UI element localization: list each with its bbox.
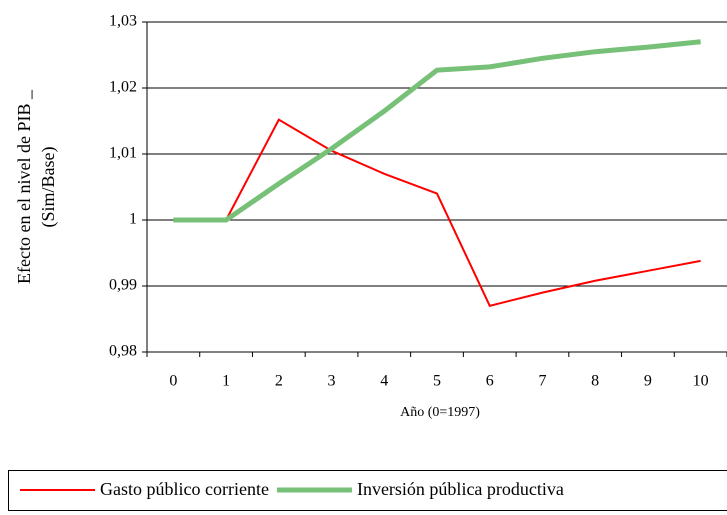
line-series <box>173 39 701 223</box>
x-tick-label: 6 <box>486 373 494 390</box>
x-tick-label: 5 <box>433 373 441 390</box>
y-axis-title: Efecto en el nivel de PIB _ <box>14 89 34 284</box>
x-tick-label: 4 <box>380 373 388 390</box>
y-tick-label: 1,02 <box>109 79 137 96</box>
y-tick-label: 1 <box>129 211 137 228</box>
y-tick-label: 0,99 <box>109 277 137 294</box>
x-tick-label: 7 <box>538 373 546 390</box>
x-tick-label: 1 <box>222 373 230 390</box>
y-tick-label: 1,03 <box>109 13 137 30</box>
x-tick-label: 9 <box>644 373 652 390</box>
x-axis-title: Año (0=1997) <box>400 405 480 420</box>
y-axis-title: (Sim/Base) <box>38 147 59 228</box>
legend-label: Gasto público corriente <box>100 479 269 499</box>
line-series <box>173 118 701 307</box>
x-tick-label: 10 <box>693 373 709 390</box>
x-tick-label: 3 <box>328 373 336 390</box>
legend-label: Inversión pública productiva <box>357 479 564 499</box>
x-tick-label: 8 <box>591 373 599 390</box>
y-tick-label: 1,01 <box>109 145 137 162</box>
y-axis-title-group: Efecto en el nivel de PIB _ (Sim/Base) <box>14 89 59 284</box>
legend-box <box>8 470 727 511</box>
x-tick-label: 0 <box>169 373 177 390</box>
y-tick-label: 0,98 <box>109 343 137 360</box>
x-tick-label: 2 <box>275 373 283 390</box>
